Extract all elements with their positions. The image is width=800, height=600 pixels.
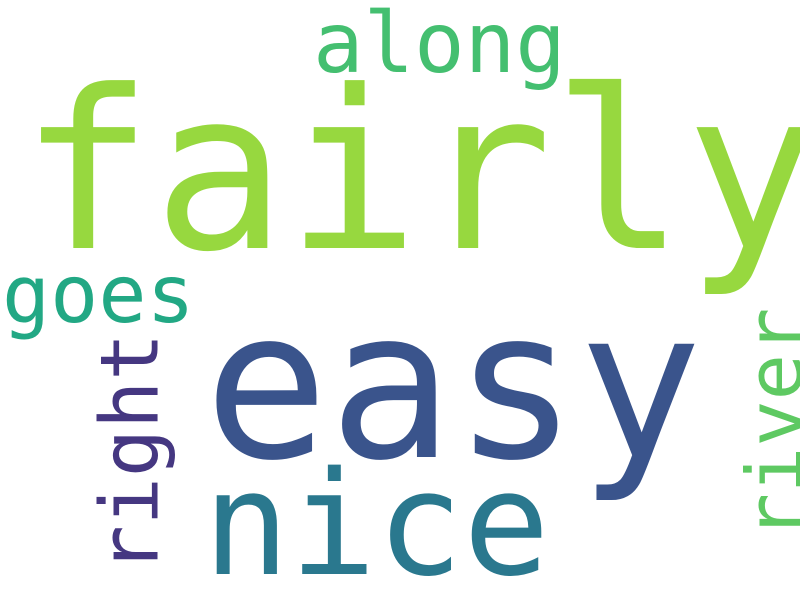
word-nice: nice [203, 440, 550, 600]
word-along: along [313, 0, 566, 92]
word-easy: easy [204, 265, 703, 506]
word-goes: goes [2, 248, 195, 341]
word-right: right [83, 332, 177, 574]
word-fairly: fairly [20, 44, 800, 301]
word-river: river [731, 307, 800, 540]
